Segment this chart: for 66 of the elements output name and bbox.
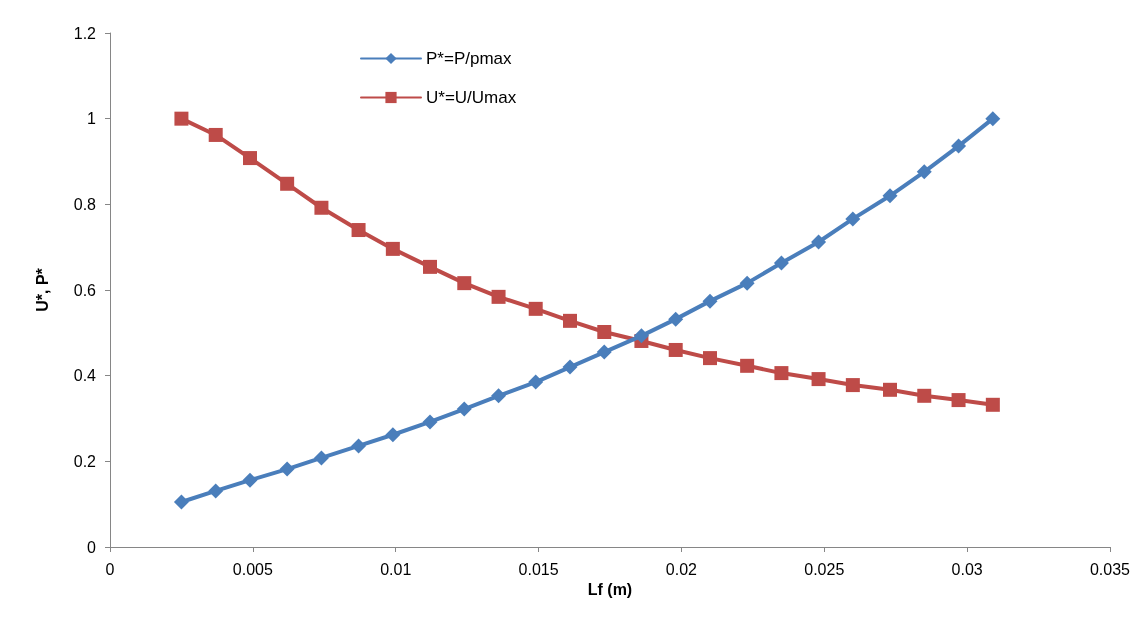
point <box>528 374 544 390</box>
y-tick-label: 1.2 <box>73 24 97 42</box>
point <box>951 138 967 154</box>
point <box>351 223 366 238</box>
x-tick-label: 0.01 <box>380 560 412 578</box>
point <box>702 293 718 309</box>
point <box>280 176 295 191</box>
point <box>456 401 472 417</box>
point <box>882 188 898 204</box>
point <box>633 328 649 344</box>
point <box>491 289 506 304</box>
y-tick-label: 0.6 <box>73 281 97 299</box>
point <box>668 342 683 357</box>
x-axis-title: Lf (m) <box>587 581 633 599</box>
x-tick-label: 0.015 <box>518 560 559 578</box>
point <box>243 151 257 166</box>
y-tick-label: 0.8 <box>73 195 97 213</box>
y-tick-label: 0 <box>87 538 97 556</box>
point <box>491 388 507 404</box>
point <box>385 241 400 256</box>
point <box>774 366 789 381</box>
x-tick-label: 0.025 <box>804 560 845 578</box>
point <box>242 472 258 488</box>
y-axis-title: U*, P* <box>33 267 51 312</box>
point <box>668 311 684 327</box>
point <box>562 359 578 375</box>
point <box>596 344 612 360</box>
point <box>279 461 295 477</box>
point <box>422 414 438 430</box>
point <box>313 450 329 466</box>
point <box>773 255 789 271</box>
x-tick-label: 0 <box>105 560 115 578</box>
x-tick-label: 0.03 <box>951 560 983 578</box>
point <box>739 275 755 291</box>
y-tick-label: 0.4 <box>73 367 97 385</box>
point <box>528 301 543 316</box>
point <box>702 351 717 366</box>
point <box>845 211 861 227</box>
point <box>208 127 223 142</box>
point <box>882 382 897 397</box>
legend-label: P*=P/pmax <box>426 49 513 68</box>
point <box>811 372 826 387</box>
point <box>314 200 329 215</box>
point <box>811 234 827 250</box>
x-tick-label: 0.02 <box>665 560 698 578</box>
point <box>597 324 612 339</box>
point <box>422 259 437 274</box>
point <box>917 388 932 403</box>
point <box>985 397 1000 412</box>
point <box>845 378 860 393</box>
x-tick-label: 0.005 <box>232 560 273 578</box>
point <box>916 164 932 180</box>
point <box>385 427 401 443</box>
y-tick-label: 1 <box>87 110 97 128</box>
y-tick-label: 0.2 <box>73 452 97 470</box>
point <box>985 111 1001 127</box>
point <box>740 358 755 373</box>
point <box>951 393 966 408</box>
x-tick-label: 0.035 <box>1089 560 1131 578</box>
point <box>173 494 189 510</box>
point <box>562 313 577 328</box>
point <box>351 438 367 454</box>
point <box>457 276 472 291</box>
point <box>208 483 224 499</box>
legend-label: U*=U/Umax <box>426 88 517 107</box>
point <box>174 111 189 126</box>
